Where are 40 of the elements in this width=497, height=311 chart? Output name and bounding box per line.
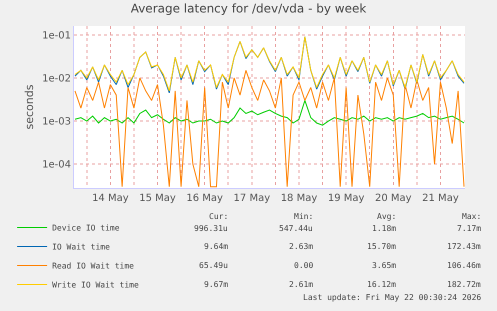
x-tick-label: 15 May [139,193,176,204]
text: 2.63m [289,242,314,251]
chart-title: Average latency for /dev/vda - by week [130,1,366,16]
legend-label: IO Wait time [52,242,110,252]
text: 106.46m [447,261,481,270]
text: 172.43m [447,242,481,251]
legend-label: Write IO Wait time [52,280,139,290]
legend-label: Read IO Wait time [52,262,134,271]
x-tick-label: 14 May [92,193,129,204]
x-tick-label: 20 May [374,193,412,204]
text: Min: [294,212,314,221]
text: 2.61m [289,280,314,289]
y-axis-title: seconds [22,84,36,130]
legend-label: Device IO time [52,224,120,233]
text: 16.12m [367,280,396,289]
text: 7.17m [457,224,482,233]
x-tick-label: 19 May [328,193,364,204]
text: 9.64m [204,242,228,251]
text: Last update: Fri May 22 00:30:24 2026 [303,293,482,302]
text: 15.70m [367,242,396,251]
text: 547.44u [279,224,313,233]
x-tick-label: 16 May [186,193,224,204]
y-tick-label: 1e-03 [42,116,71,128]
line-series [74,100,465,126]
x-tick-label: 18 May [280,193,318,204]
y-tick-label: 1e-04 [42,160,71,171]
y-tick-label: 1e-01 [42,30,71,42]
text: 996.31u [194,224,228,233]
text: 0.00 [294,261,314,270]
text: Max: [462,212,482,221]
text: Avg: [377,212,396,221]
text: Cur: [209,212,228,221]
text: 1.18m [372,224,396,233]
x-tick-label: 21 May [422,193,459,204]
text: 3.65m [372,261,396,270]
y-tick-label: 1e-02 [42,73,71,84]
text: 182.72m [447,280,481,289]
text: 9.67m [204,280,228,289]
x-tick-label: 17 May [234,193,270,204]
text: 65.49u [199,261,228,270]
